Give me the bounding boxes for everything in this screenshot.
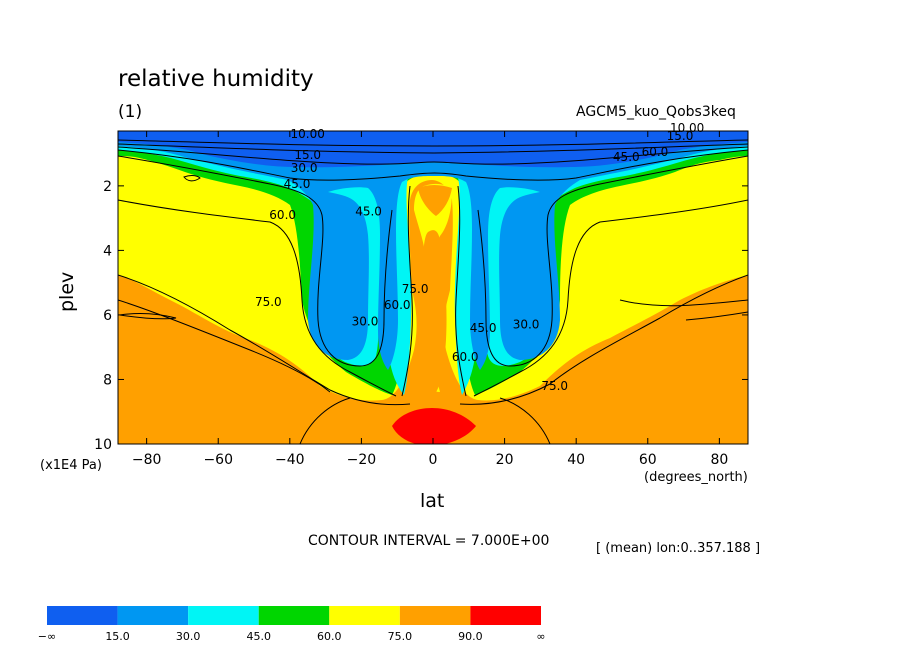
x-axis-label: lat xyxy=(420,490,445,512)
contour-label: 60.0 xyxy=(384,298,411,312)
x-tick-label: 20 xyxy=(496,452,514,468)
colorbar-bin xyxy=(258,606,330,625)
colorbar-label: 60.0 xyxy=(317,630,342,643)
contour-line xyxy=(118,199,397,397)
contour-label: 10.00 xyxy=(670,121,704,135)
contour-label: 15.0 xyxy=(294,148,321,162)
y-axis-units: (x1E4 Pa) xyxy=(40,458,102,473)
colorbar-label: 45.0 xyxy=(246,630,271,643)
x-tick-label: 80 xyxy=(710,452,728,468)
y-tick-label: 4 xyxy=(103,243,112,259)
contour-line xyxy=(299,397,351,444)
mean-note: [ (mean) lon:0..357.188 ] xyxy=(596,541,761,556)
contour-line xyxy=(619,299,748,307)
x-tick-label: 0 xyxy=(429,452,438,468)
y-tick-label: 6 xyxy=(103,308,112,324)
band-15-30 xyxy=(118,131,748,370)
contour-field xyxy=(118,131,748,444)
contour-label: 45.0 xyxy=(613,150,640,164)
contour-line xyxy=(685,311,748,321)
contour-line xyxy=(459,274,748,405)
contour-line xyxy=(118,146,748,165)
contour-label: 45.0 xyxy=(355,205,382,219)
contour-line xyxy=(118,299,331,393)
y-tick-label: 8 xyxy=(103,372,112,388)
colorbar-label: 90.0 xyxy=(458,630,483,643)
y-tick-label: 10 xyxy=(94,437,112,453)
x-axis-units: (degrees_north) xyxy=(644,470,748,485)
contour-interval-text: CONTOUR INTERVAL = 7.000E+00 xyxy=(308,533,550,549)
case-name: AGCM5_kuo_Qobs3keq xyxy=(576,104,736,120)
x-tick-label: −60 xyxy=(203,452,233,468)
axes: −80 −60 −40 −20 0 20 40 60 80 2 4 6 8 10 xyxy=(94,131,748,468)
colorbar-bin xyxy=(470,606,541,625)
contour-lines xyxy=(118,139,748,444)
contour-label: 75.0 xyxy=(541,379,568,393)
x-tick-label: 60 xyxy=(639,452,657,468)
band-60-75 xyxy=(118,131,748,401)
contour-label: 60.0 xyxy=(642,145,669,159)
contour-line xyxy=(118,139,748,147)
contour-line xyxy=(455,185,467,397)
colorbar-bin xyxy=(329,606,400,625)
contour-label: 60.0 xyxy=(452,350,479,364)
band-75-90-core xyxy=(417,185,452,396)
colorbar-label: 75.0 xyxy=(388,630,413,643)
colorbar-bin xyxy=(399,606,471,625)
contour-label: 30.0 xyxy=(513,318,540,332)
band-lt15 xyxy=(118,131,748,168)
contour-line xyxy=(118,143,748,154)
band-gt90 xyxy=(392,408,476,444)
colorbar-label: 15.0 xyxy=(105,630,130,643)
x-tick-label: −80 xyxy=(132,452,162,468)
contour-label: 30.0 xyxy=(291,161,318,175)
colorbar-label: 30.0 xyxy=(176,630,201,643)
contour-line xyxy=(118,274,411,406)
chart-subtitle: (1) xyxy=(118,102,143,122)
contour-label: 75.0 xyxy=(255,295,282,309)
colorbar-bin xyxy=(117,606,189,625)
x-tick-label: −40 xyxy=(275,452,305,468)
chart-title: relative humidity xyxy=(118,66,314,92)
contour-line xyxy=(477,155,748,367)
colorbar: −∞ 15.0 30.0 45.0 60.0 75.0 90.0 ∞ xyxy=(38,606,546,643)
contour-line xyxy=(118,155,393,367)
contour-line xyxy=(118,149,748,181)
y-tick-label: 2 xyxy=(103,179,112,195)
contour-label: 45.0 xyxy=(284,177,311,191)
contour-line xyxy=(499,397,551,444)
colorbar-label: ∞ xyxy=(536,630,545,643)
colorbar-bin xyxy=(47,606,118,625)
contour-line xyxy=(183,174,201,182)
contour-label: 30.0 xyxy=(352,314,379,328)
contour-label: 75.0 xyxy=(402,282,429,296)
contour-label: 15.0 xyxy=(667,129,694,143)
x-tick-label: −20 xyxy=(347,452,377,468)
colorbar-label: −∞ xyxy=(38,630,56,643)
x-tick-label: 40 xyxy=(567,452,585,468)
contour-label: 45.0 xyxy=(470,321,497,335)
colorbar-bin xyxy=(188,606,259,625)
contour-label: 60.0 xyxy=(269,208,296,222)
contour-label: 10.00 xyxy=(291,127,325,141)
contour-line xyxy=(401,185,413,397)
contour-line xyxy=(119,313,177,320)
contour-line xyxy=(473,199,748,397)
band-60-75-core xyxy=(414,183,452,392)
